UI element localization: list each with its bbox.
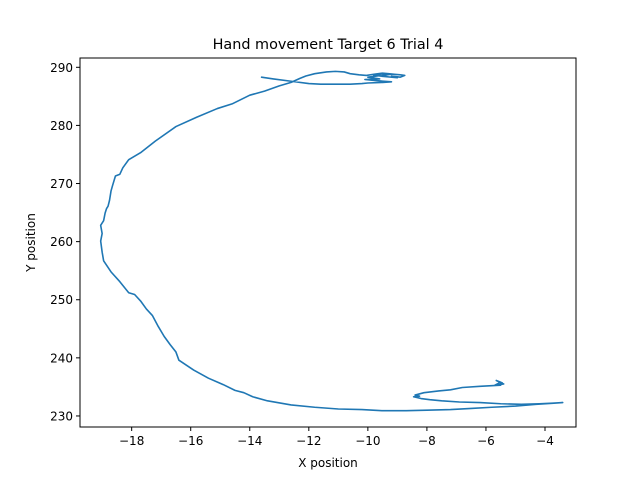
plot-frame (79, 57, 577, 428)
x-tick-label: −6 (477, 434, 495, 448)
x-tick-label: −12 (296, 434, 321, 448)
x-axis: −18 −16 −14 −12 −10 −8 −6 −4 (119, 427, 554, 448)
x-tick-label: −8 (418, 434, 436, 448)
y-axis-label: Y position (24, 213, 38, 273)
x-axis-label: X position (298, 456, 358, 470)
plot-area (99, 70, 564, 412)
y-tick-label: 280 (50, 119, 73, 133)
x-tick-label: −18 (119, 434, 144, 448)
y-axis: 230 240 250 260 270 280 290 (50, 61, 80, 423)
trajectory-line-0 (99, 70, 564, 412)
x-tick-label: −16 (178, 434, 203, 448)
x-tick-label: −14 (237, 434, 262, 448)
y-tick-label: 240 (50, 351, 73, 365)
y-tick-label: 270 (50, 177, 73, 191)
x-tick-label: −4 (536, 434, 554, 448)
y-tick-label: 230 (50, 409, 73, 423)
x-tick-label: −10 (355, 434, 380, 448)
chart-title: Hand movement Target 6 Trial 4 (213, 37, 444, 53)
y-tick-label: 250 (50, 293, 73, 307)
y-tick-label: 290 (50, 61, 73, 75)
y-tick-label: 260 (50, 235, 73, 249)
